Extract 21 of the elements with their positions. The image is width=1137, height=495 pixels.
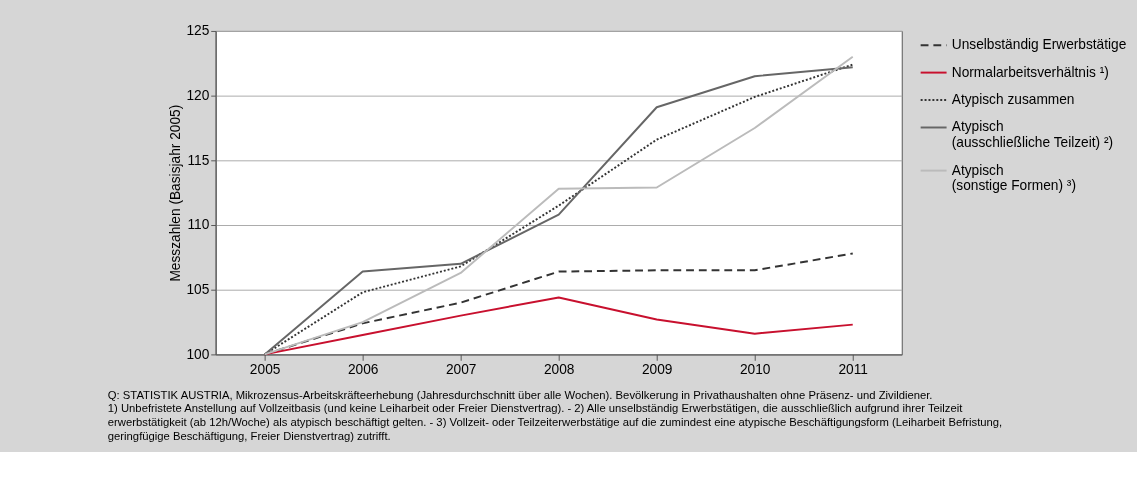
x-tick-label: 2010 (739, 361, 771, 377)
legend-label: Atypisch (ausschließliche Teilzeit) ²) (951, 119, 1114, 151)
y-tick-label: 100 (186, 346, 210, 362)
x-tick-label: 2011 (838, 361, 868, 377)
y-tick-label: 105 (186, 282, 210, 298)
x-tick-label: 2006 (347, 361, 379, 377)
y-tick-label: 125 (186, 23, 210, 39)
text: 1) Unbefristete Anstellung auf Vollzeitbasis (und keine Leiharbeit oder Freier Dienstvertrag). - 2) Alle unselbständig Erwerbstätigen, die ausschließlich aufgrund ihrer Teilzeit erwerbstätigkeit (ab 12h/Woche) als atypisch beschäftigt gelten. - 3) Vollzeit- oder Teilzeiterwerbstätige auf die zumindest eine atypische Beschäftigungsform (Leiharbeit Befristung, geringfügige Beschäftigung, Freier Dienstvertrag) zutrifft. (107, 402, 1003, 442)
y-axis-title: Messzahlen (Basisjahr 2005) (167, 104, 183, 282)
y-tick-label: 120 (186, 88, 210, 104)
legend-label: Normalarbeitsverhältnis ¹) (951, 64, 1109, 80)
x-tick-label: 2008 (543, 361, 575, 377)
y-tick-label: 110 (187, 217, 210, 233)
legend-label: Atypisch (sonstige Formen) ³) (951, 162, 1077, 194)
x-tick-label: 2007 (445, 361, 477, 377)
legend-label: Unselbständig Erwerbstätige (951, 37, 1127, 53)
x-tick-label: 2009 (641, 361, 673, 377)
text: Q: STATISTIK AUSTRIA, Mikrozensus-Arbeitskräfteerhebung (Jahresdurchschnitt über alle Wochen). Bevölkerung in Privathaushalten ohne Präsenz- und Zivildiener. (107, 388, 933, 401)
x-tick-label: 2005 (249, 361, 281, 377)
legend-label: Atypisch zusammen (951, 91, 1075, 107)
y-tick-label: 115 (187, 152, 210, 168)
